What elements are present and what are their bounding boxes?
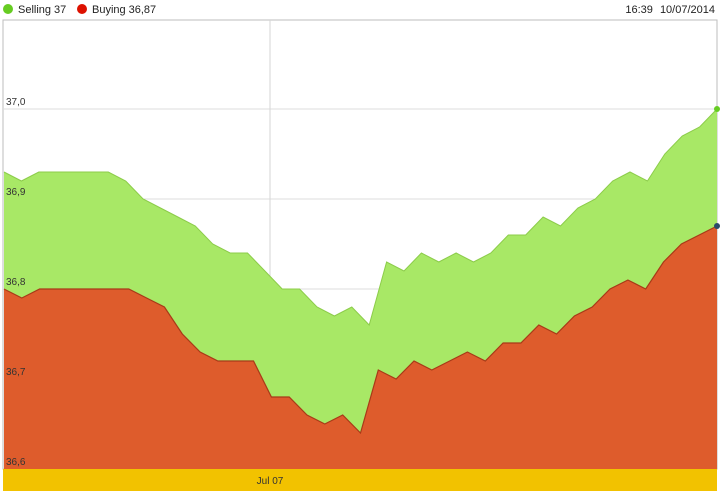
buying-dot-icon <box>77 4 87 14</box>
legend-item-selling[interactable]: Selling 37 <box>3 3 66 17</box>
endpoint-buying <box>714 223 720 229</box>
line-selling <box>3 108 718 326</box>
y-tick-label: 36,7 <box>6 367 26 378</box>
x-axis-band <box>3 469 717 491</box>
series-areas <box>3 108 718 469</box>
y-tick-label: 36,6 <box>6 457 26 468</box>
area-buying <box>4 226 717 469</box>
y-tick-labels: 37,0 36,9 36,8 36,7 36,6 <box>6 97 26 468</box>
y-tick-label: 37,0 <box>6 97 26 108</box>
y-tick-label: 36,9 <box>6 187 26 198</box>
timestamp: 16:39 10/07/2014 <box>625 3 715 17</box>
legend-item-buying[interactable]: Buying 36,87 <box>77 3 156 17</box>
line-buying <box>3 225 718 435</box>
y-tick-label: 36,8 <box>6 277 26 288</box>
x-tick-label: Jul 07 <box>257 476 284 487</box>
legend-selling-label: Selling <box>18 4 52 16</box>
legend-bar: Selling 37 Buying 36,87 16:39 10/07/2014 <box>0 0 720 20</box>
endpoint-selling <box>714 106 720 112</box>
timestamp-date: 10/07/2014 <box>659 4 715 16</box>
selling-dot-icon <box>3 4 13 14</box>
legend-selling-value: 37 <box>54 4 67 16</box>
timestamp-time: 16:39 <box>625 4 653 16</box>
series-endpoints <box>714 106 720 229</box>
legend-buying-value: 36,87 <box>128 4 157 16</box>
legend-buying-label: Buying <box>92 4 126 16</box>
